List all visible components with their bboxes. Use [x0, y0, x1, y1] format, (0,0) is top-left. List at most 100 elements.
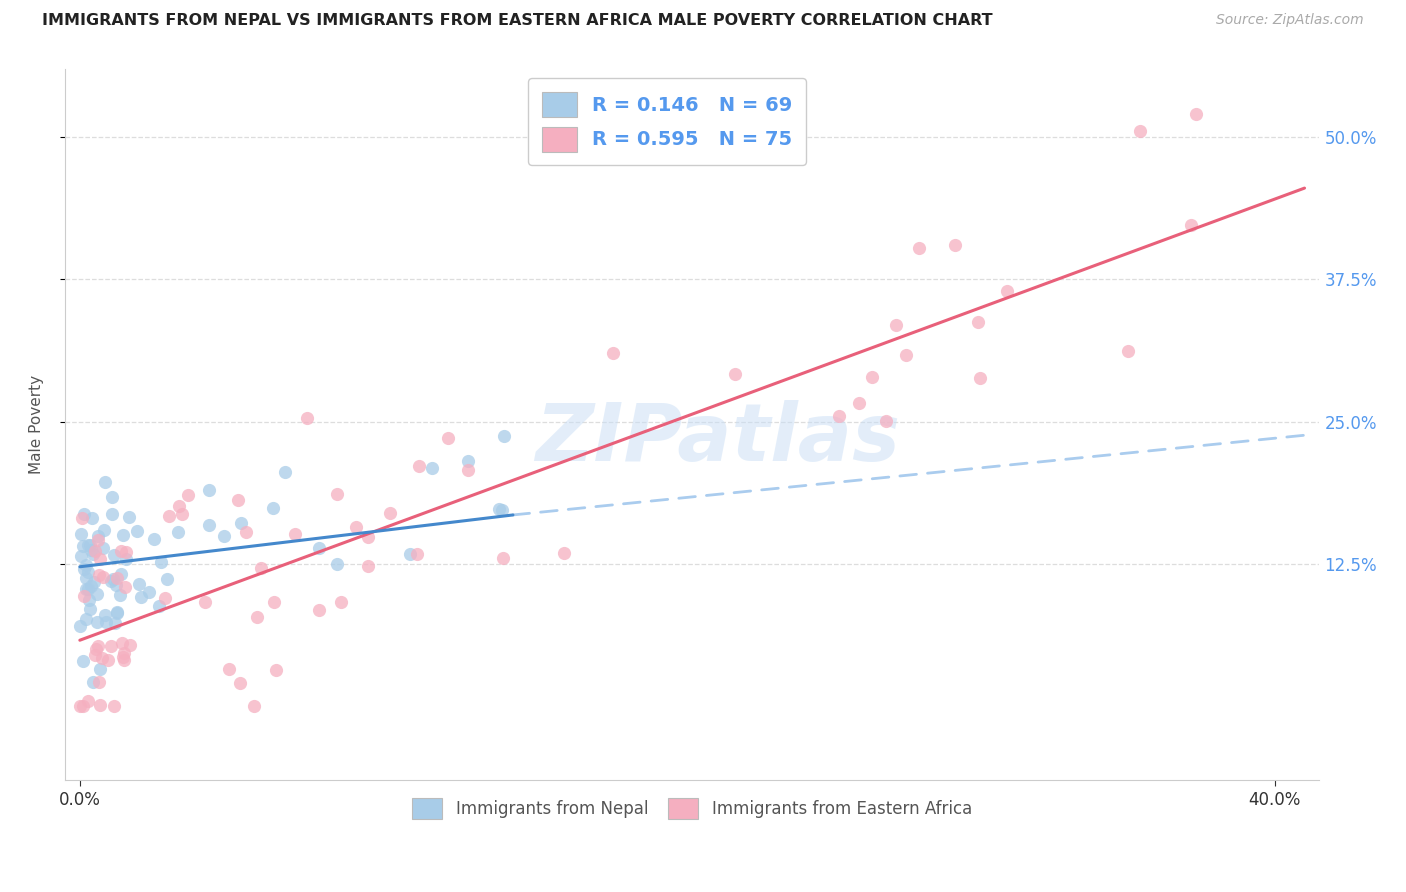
Point	[79, 601, 101, 615]
Text: ZIPatlas: ZIPatlas	[534, 400, 900, 477]
Point	[329, 595, 352, 609]
Point	[263, 594, 285, 608]
Point	[83, 574, 105, 589]
Point	[326, 558, 349, 572]
Point	[79, 593, 101, 607]
Point	[83, 543, 105, 558]
Point	[112, 646, 135, 660]
Point	[105, 571, 128, 585]
Point	[75, 571, 97, 585]
Point	[87, 529, 110, 543]
Point	[87, 674, 110, 689]
Point	[76, 582, 98, 597]
Point	[1180, 218, 1202, 232]
Point	[138, 585, 160, 599]
Point	[148, 599, 170, 614]
Point	[172, 507, 194, 521]
Point	[79, 538, 101, 552]
Point	[75, 582, 97, 596]
Point	[398, 547, 420, 561]
Point	[70, 511, 93, 525]
Point	[262, 500, 284, 515]
Point	[356, 559, 378, 574]
Point	[101, 507, 124, 521]
Point	[91, 541, 114, 556]
Point	[111, 649, 134, 664]
Point	[76, 565, 98, 579]
Point	[118, 509, 141, 524]
Point	[72, 539, 94, 553]
Point	[875, 414, 897, 428]
Point	[70, 527, 93, 541]
Point	[357, 530, 380, 544]
Point	[112, 653, 135, 667]
Point	[862, 370, 884, 384]
Point	[70, 549, 93, 564]
Point	[127, 524, 149, 538]
Point	[907, 241, 929, 255]
Point	[457, 454, 479, 468]
Point	[156, 573, 179, 587]
Point	[111, 528, 134, 542]
Point	[82, 547, 104, 561]
Point	[79, 579, 101, 593]
Point	[73, 562, 96, 576]
Point	[274, 465, 297, 479]
Point	[212, 528, 235, 542]
Point	[89, 662, 111, 676]
Point	[75, 558, 97, 572]
Point	[226, 493, 249, 508]
Point	[198, 518, 221, 533]
Point	[828, 409, 851, 424]
Point	[166, 524, 188, 539]
Point	[235, 524, 257, 539]
Point	[194, 595, 217, 609]
Point	[93, 523, 115, 537]
Y-axis label: Male Poverty: Male Poverty	[30, 375, 44, 474]
Point	[86, 615, 108, 629]
Point	[491, 550, 513, 565]
Point	[93, 608, 115, 623]
Point	[105, 578, 128, 592]
Point	[73, 589, 96, 603]
Point	[82, 675, 104, 690]
Point	[129, 591, 152, 605]
Point	[89, 567, 111, 582]
Legend: Immigrants from Nepal, Immigrants from Eastern Africa: Immigrants from Nepal, Immigrants from E…	[406, 792, 979, 825]
Point	[308, 541, 330, 555]
Point	[86, 641, 108, 656]
Point	[69, 619, 91, 633]
Point	[437, 431, 460, 445]
Point	[602, 346, 624, 360]
Text: Source: ZipAtlas.com: Source: ZipAtlas.com	[1216, 13, 1364, 28]
Point	[83, 648, 105, 663]
Point	[406, 547, 429, 561]
Point	[103, 548, 125, 562]
Point	[326, 487, 349, 501]
Point	[110, 544, 132, 558]
Point	[243, 699, 266, 714]
Point	[82, 510, 104, 524]
Point	[150, 555, 173, 569]
Point	[228, 676, 250, 690]
Point	[167, 499, 190, 513]
Point	[1185, 107, 1208, 121]
Point	[105, 605, 128, 619]
Point	[75, 612, 97, 626]
Point	[848, 395, 870, 409]
Point	[94, 475, 117, 489]
Point	[111, 636, 134, 650]
Point	[408, 459, 430, 474]
Point	[218, 662, 240, 676]
Point	[969, 371, 991, 385]
Point	[197, 483, 219, 498]
Point	[100, 639, 122, 653]
Point	[94, 615, 117, 629]
Point	[967, 315, 990, 329]
Point	[995, 285, 1018, 299]
Point	[73, 507, 96, 521]
Point	[114, 552, 136, 566]
Point	[105, 606, 128, 620]
Point	[91, 650, 114, 665]
Point	[143, 532, 166, 546]
